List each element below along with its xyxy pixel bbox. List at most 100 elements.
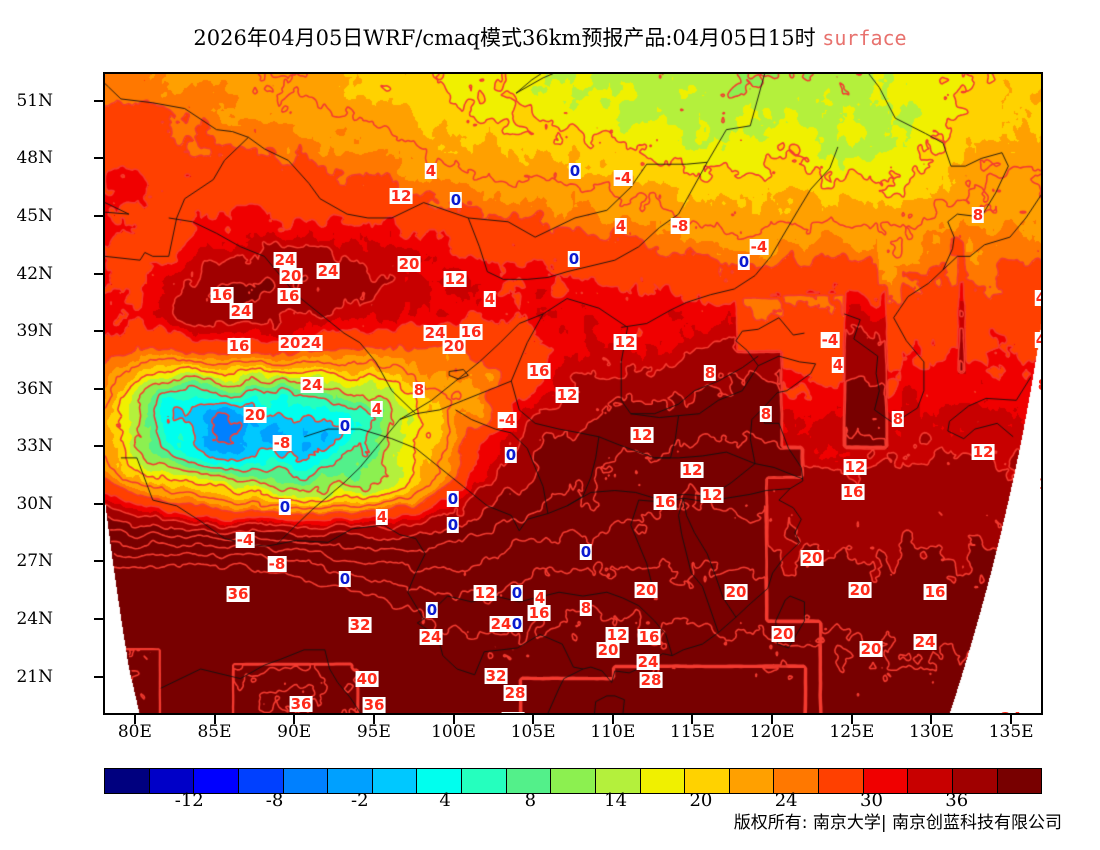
title-level: surface [822, 26, 907, 50]
contour-label: 8 [703, 364, 717, 382]
contour-label: 20 [724, 583, 748, 601]
contour-label: 20 [243, 406, 267, 424]
contour-label: 28 [501, 712, 525, 713]
longitude-tick-label: 115E [670, 722, 715, 742]
contour-label: 8 [579, 599, 593, 617]
latitude-tick-mark [94, 502, 103, 505]
contour-label: 16 [227, 337, 251, 355]
colorbar-swatch [819, 769, 864, 793]
colorbar-tick-label: 24 [774, 790, 798, 811]
contour-label: 8 [412, 381, 426, 399]
longitude-tick-mark [691, 715, 694, 724]
longitude-tick-mark [850, 715, 853, 724]
contour-label: 24 [299, 334, 323, 352]
latitude-tick-label: 48N [16, 148, 53, 169]
colorbar-tick-label: -12 [174, 790, 204, 811]
contour-label: 20 [859, 640, 883, 658]
contour-label: 36 [226, 585, 250, 603]
contour-label: 12 [443, 270, 467, 288]
colorbar-swatch [774, 769, 819, 793]
contour-label: 20 [442, 337, 466, 355]
contour-label: 0 [449, 191, 463, 209]
colorbar-swatch [685, 769, 730, 793]
contour-label: 24 [999, 710, 1023, 713]
contour-label: 0 [446, 490, 460, 508]
latitude-tick-mark [94, 675, 103, 678]
contour-label: 28 [639, 671, 663, 689]
longitude-tick-label: 120E [749, 722, 795, 742]
contour-label: 0 [510, 615, 524, 633]
contour-label: 12 [630, 426, 654, 444]
colorbar-tick-label: 36 [945, 790, 969, 811]
contour-label: 4 [424, 162, 438, 180]
contour-label: 12 [605, 626, 629, 644]
contour-label: -4 [613, 169, 633, 187]
copyright-footer: 版权所有: 南京大学| 南京创蓝科技有限公司 [733, 813, 1062, 833]
colorbar-tick-label: 4 [439, 790, 451, 811]
colorbar-swatch [595, 769, 641, 793]
colorbar-swatch [194, 769, 239, 793]
latitude-tick-label: 24N [16, 609, 53, 630]
longitude-tick-mark [611, 715, 614, 724]
contour-label: 4 [831, 356, 845, 374]
colorbar-swatch [908, 769, 953, 793]
colorbar-swatch [328, 769, 373, 793]
contour-label: 12 [700, 486, 724, 504]
contour-label: 8 [891, 410, 905, 428]
latitude-tick-mark [94, 445, 103, 448]
contour-label: 4 [1034, 332, 1041, 348]
longitude-tick-label: 135E [988, 722, 1034, 742]
contour-label: 40 [355, 670, 379, 688]
colorbar-swatch [506, 769, 552, 793]
contour-label: 12 [613, 333, 637, 351]
contour-label: 16 [527, 362, 551, 380]
latitude-tick-label: 45N [16, 205, 53, 226]
contour-label: 4 [370, 400, 384, 418]
longitude-tick-label: 100E [431, 722, 476, 742]
colorbar-swatch [551, 769, 596, 793]
contour-label: 0 [579, 543, 593, 561]
longitude-tick-label: 130E [909, 722, 954, 742]
contour-label: 20 [278, 334, 302, 352]
contour-label: 36 [289, 695, 313, 713]
contour-label: 20 [397, 255, 421, 273]
contour-label: 28 [503, 684, 527, 702]
contour-label: 12 [843, 458, 867, 476]
latitude-tick-label: 27N [16, 551, 53, 572]
colorbar-tick-label: -2 [351, 790, 369, 811]
contour-label: 20 [800, 549, 824, 567]
longitude-tick-label: 110E [590, 722, 636, 742]
colorbar-swatch [372, 769, 418, 793]
latitude-tick-mark [94, 330, 103, 333]
contour-label: 24 [419, 628, 443, 646]
contour-label: 24 [913, 633, 937, 651]
contour-label: -8 [267, 555, 287, 573]
colorbar-swatch [417, 769, 462, 793]
colorbar-swatch [462, 769, 507, 793]
longitude-tick-mark [372, 715, 375, 724]
contour-label: 4 [614, 217, 628, 235]
contour-label: 20 [848, 581, 872, 599]
contour-label: 16 [653, 493, 677, 511]
latitude-tick-label: 36N [16, 378, 53, 399]
latitude-tick-label: 30N [16, 493, 53, 514]
contour-label: 12 [473, 584, 497, 602]
contour-label: 32 [484, 667, 508, 685]
contour-label: 12 [680, 461, 704, 479]
contour-label: 24 [300, 376, 324, 394]
latitude-tick-mark [94, 157, 103, 160]
colorbar-swatch [863, 769, 909, 793]
contour-label: -4 [820, 331, 840, 349]
title-text: 2026年04月05日WRF/cmaq模式36km预报产品:04月05日15时 [193, 26, 816, 50]
contour-label: 12 [1037, 476, 1041, 492]
latitude-tick-label: 21N [16, 666, 53, 687]
colorbar-swatch [952, 769, 998, 793]
longitude-tick-label: 90E [277, 722, 312, 742]
latitude-tick-label: 33N [16, 436, 53, 457]
latitude-tick-mark [94, 560, 103, 563]
longitude-tick-mark [452, 715, 455, 724]
longitude-tick-mark [771, 715, 774, 724]
contour-label: 36 [362, 696, 386, 714]
contour-label: 20 [771, 625, 795, 643]
contour-label: 0 [446, 516, 460, 534]
